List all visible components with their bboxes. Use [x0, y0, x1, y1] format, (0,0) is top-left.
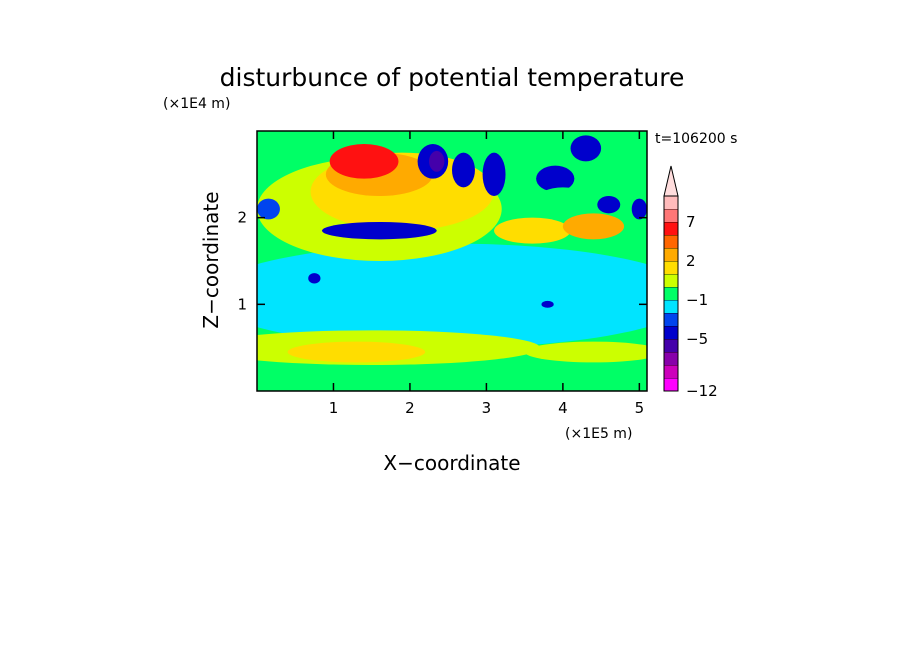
x-axis-label: X−coordinate — [383, 451, 520, 475]
colorbar-bin — [664, 261, 678, 274]
time-label: t=106200 s — [655, 131, 737, 147]
contour-region — [524, 341, 647, 363]
colorbar-bin — [664, 326, 678, 339]
x-tick-label: 5 — [635, 399, 645, 417]
contour-region — [494, 217, 571, 244]
contour-region — [631, 198, 647, 220]
contour-region — [541, 300, 554, 308]
colorbar-bin — [664, 287, 678, 300]
colorbar-label: 7 — [686, 213, 696, 231]
contour-region — [536, 165, 575, 192]
plot-frame — [256, 130, 648, 392]
x-tick-label: 1 — [329, 399, 339, 417]
contour-region — [536, 187, 590, 214]
contour-region — [257, 243, 647, 348]
x-tick-label: 2 — [405, 399, 415, 417]
colorbar-bin — [664, 222, 678, 235]
chart-title: disturbunce of potential temperature — [220, 63, 685, 92]
colorbar-label: −5 — [686, 330, 708, 348]
plot-area — [257, 131, 647, 391]
colorbar-bin — [664, 196, 678, 209]
contour-region — [597, 196, 621, 214]
contour-region — [287, 341, 426, 363]
contour-region — [329, 144, 399, 179]
colorbar-bin — [664, 365, 678, 378]
colorbar-label: −1 — [686, 291, 708, 309]
colorbar-bin — [664, 378, 678, 391]
contour-regions — [257, 135, 647, 365]
colorbar-bin — [664, 339, 678, 352]
colorbar-bin — [664, 313, 678, 326]
x-axis-unit: (×1E5 m) — [565, 426, 632, 442]
colorbar-label: −12 — [686, 382, 718, 400]
colorbar-bin — [664, 274, 678, 287]
colorbar-bin — [664, 352, 678, 365]
y-axis: 12 — [237, 209, 647, 313]
contour-region — [570, 135, 602, 162]
colorbar-label: 2 — [686, 252, 696, 270]
contour-region — [452, 152, 475, 188]
x-axis: 1 2 3 4 5 — [329, 131, 644, 417]
colorbar-bin — [664, 209, 678, 222]
y-tick-label: 1 — [237, 295, 247, 313]
y-axis-unit: (×1E4 m) — [163, 96, 230, 112]
contour-region — [308, 273, 321, 284]
colorbar: −12−5−127 — [663, 165, 718, 400]
x-tick-label: 4 — [558, 399, 568, 417]
x-tick-label: 3 — [482, 399, 492, 417]
colorbar-bin — [664, 235, 678, 248]
y-tick-label: 2 — [237, 209, 247, 227]
y-axis-label: Z−coordinate — [199, 191, 223, 328]
colorbar-extend-arrow — [663, 165, 679, 197]
contour-region — [257, 198, 280, 220]
contour-region — [482, 152, 506, 196]
contour-region — [562, 213, 625, 240]
contour-region — [429, 150, 445, 172]
contour-region — [322, 222, 437, 240]
colorbar-bin — [664, 300, 678, 313]
colorbar-bin — [664, 248, 678, 261]
